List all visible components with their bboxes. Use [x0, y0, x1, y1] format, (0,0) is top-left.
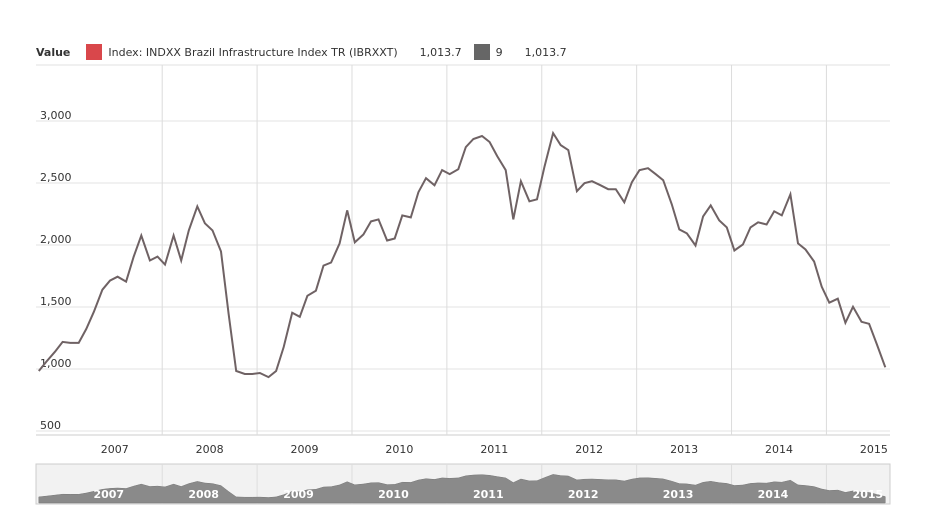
legend-value: 1,013.7 — [524, 45, 567, 59]
legend-swatch — [473, 44, 490, 60]
x-tick-label: 2009 — [291, 443, 319, 456]
y-tick-label: 3,000 — [40, 109, 72, 122]
series-line — [38, 130, 887, 379]
x-tick-label: 2008 — [196, 443, 224, 456]
x-tick-label: 2011 — [480, 443, 508, 456]
x-tick-label: 2012 — [575, 443, 603, 456]
navigator-area — [38, 474, 886, 504]
legend-swatch — [86, 44, 103, 60]
x-tick-label: 2014 — [765, 443, 793, 456]
navigator-label: 2013 — [663, 488, 694, 501]
legend-label: 9 — [495, 45, 503, 59]
navigator-label: 2009 — [283, 488, 314, 501]
legend-value: 1,013.7 — [419, 45, 462, 59]
navigator-label: 2008 — [188, 488, 219, 501]
x-tick-label: 2007 — [101, 443, 129, 456]
x-tick-label: 2013 — [670, 443, 698, 456]
legend: Value Index: INDXX Brazil Infrastructure… — [36, 44, 579, 60]
y-tick-label: 500 — [40, 419, 61, 432]
x-tick-label: 2015 — [860, 443, 888, 456]
legend-item[interactable]: 9 1,013.7 — [473, 44, 567, 60]
legend-title: Value — [36, 45, 71, 59]
y-tick-label: 2,000 — [40, 233, 72, 246]
navigator-label: 2012 — [568, 488, 599, 501]
navigator-label: 2011 — [473, 488, 504, 501]
y-tick-label: 2,500 — [40, 171, 72, 184]
legend-item[interactable]: Index: INDXX Brazil Infrastructure Index… — [86, 44, 462, 60]
x-tick-label: 2010 — [385, 443, 413, 456]
navigator-label: 2007 — [93, 488, 124, 501]
navigator-label: 2014 — [758, 488, 789, 501]
y-tick-label: 1,500 — [40, 295, 72, 308]
navigator-label: 2010 — [378, 488, 409, 501]
navigator-label: 2015 — [853, 488, 884, 501]
legend-label: Index: INDXX Brazil Infrastructure Index… — [108, 45, 398, 59]
